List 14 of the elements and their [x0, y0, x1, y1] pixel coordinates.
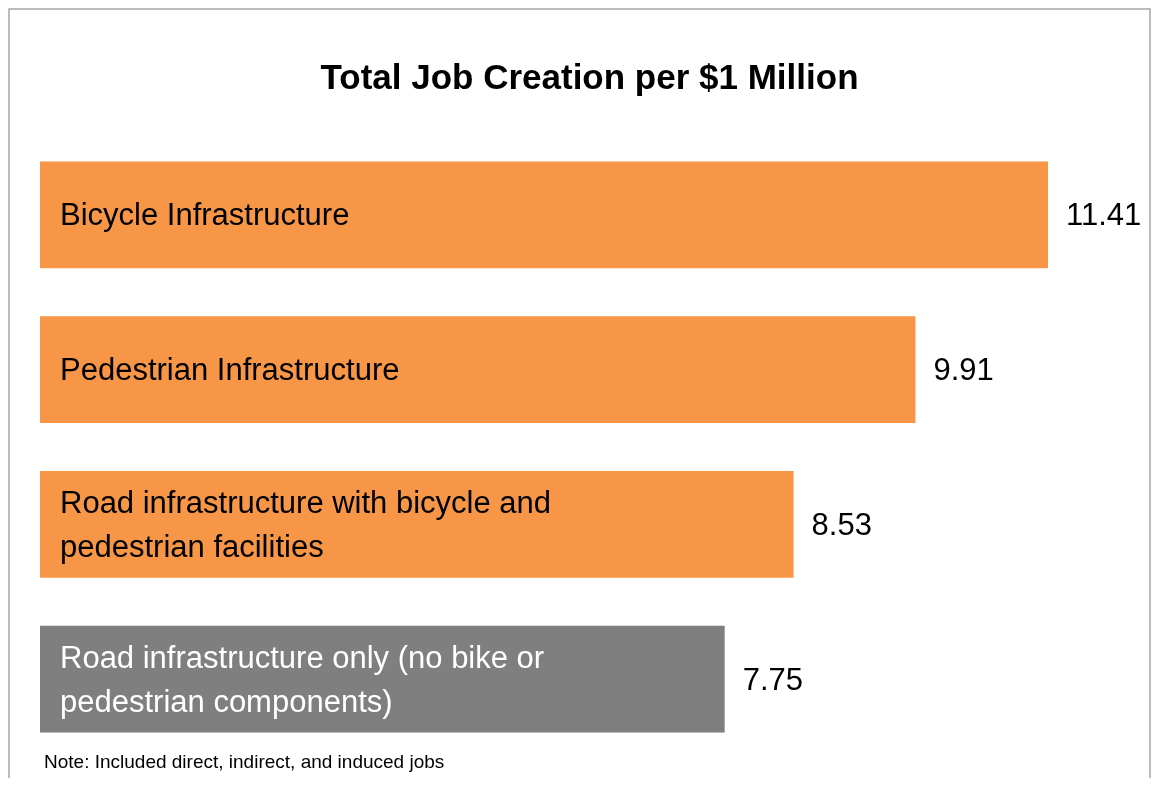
y-tick-label: Pedestrian Infrastructure: [60, 352, 400, 388]
data-label: 7.75: [742, 661, 804, 697]
chart-title: Total Job Creation per $1 Million: [320, 56, 859, 96]
bar: [40, 161, 1048, 269]
annotation: Note: Included direct, indirect, and induced jobs: [44, 751, 445, 772]
y-tick-label: Road infrastructure only (no bike or pedestrian components): [60, 639, 545, 719]
data-label: 8.53: [811, 506, 872, 542]
data-label: 11.41: [1066, 197, 1142, 233]
data-label: 9.91: [933, 352, 994, 388]
y-tick-label: Road infrastructure with bicycle and pedestrian facilities: [60, 484, 552, 564]
bar: [40, 470, 794, 578]
bar: [40, 625, 725, 733]
bar: [40, 316, 916, 424]
y-tick-label: Bicycle Infrastructure: [60, 197, 350, 233]
